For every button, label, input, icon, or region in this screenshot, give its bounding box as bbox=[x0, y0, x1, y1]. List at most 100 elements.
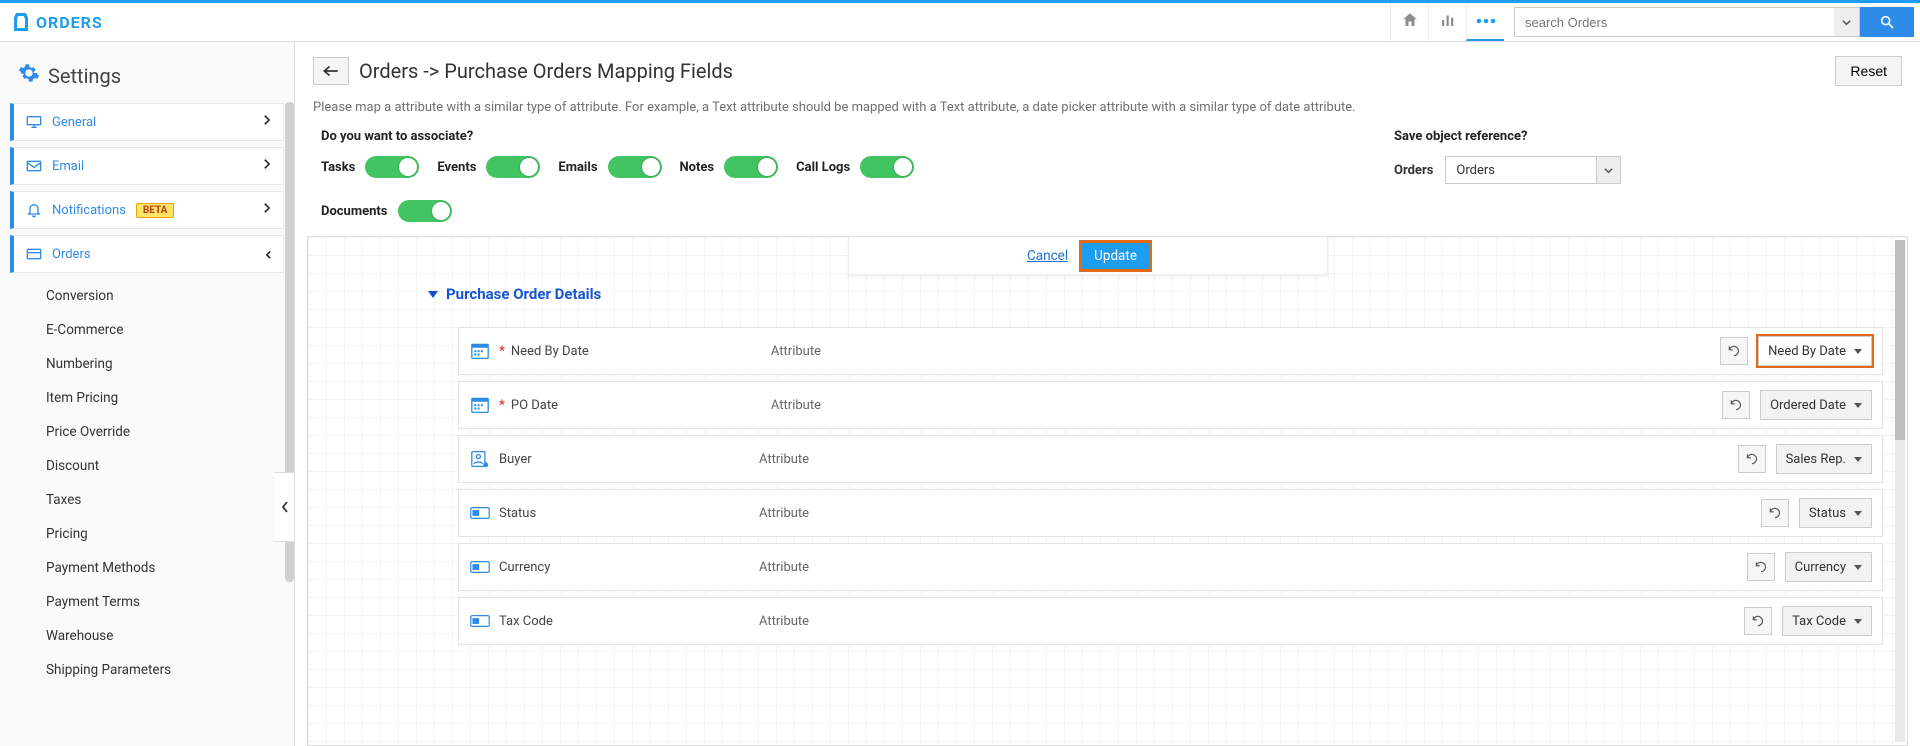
mail-icon bbox=[26, 159, 42, 173]
field-type-label: Attribute bbox=[759, 506, 809, 521]
more-button[interactable] bbox=[1466, 3, 1504, 41]
sidebar-item-label: Email bbox=[52, 159, 84, 174]
sidebar-item-orders[interactable]: Orders bbox=[10, 235, 284, 273]
field-type-icon bbox=[469, 504, 491, 522]
mapping-dropdown[interactable]: Ordered Date bbox=[1760, 390, 1872, 420]
associate-heading: Do you want to associate? bbox=[321, 129, 1334, 144]
chevron-right-icon bbox=[262, 158, 271, 174]
mapping-value: Currency bbox=[1795, 560, 1846, 575]
caret-down-icon bbox=[1854, 349, 1862, 354]
field-name: Buyer bbox=[499, 452, 759, 467]
sidebar: Settings General Email Notifications BETA Or… bbox=[0, 42, 295, 746]
field-name: Need By Date bbox=[511, 344, 771, 359]
associate-label: Notes bbox=[680, 160, 715, 175]
sidebar-item-notifications[interactable]: Notifications BETA bbox=[10, 191, 284, 229]
field-name: Status bbox=[499, 506, 759, 521]
mapping-dropdown[interactable]: Tax Code bbox=[1782, 606, 1872, 636]
sidebar-subitem[interactable]: Numbering bbox=[10, 347, 284, 381]
beta-badge: BETA bbox=[136, 203, 175, 218]
required-indicator: * bbox=[499, 398, 505, 413]
field-name: PO Date bbox=[511, 398, 771, 413]
page-title: Orders -> Purchase Orders Mapping Fields bbox=[359, 59, 733, 83]
mapping-dropdown[interactable]: Status bbox=[1799, 498, 1872, 528]
caret-down-icon bbox=[1854, 565, 1862, 570]
mapping-dropdown[interactable]: Need By Date bbox=[1758, 336, 1872, 366]
mapping-dropdown[interactable]: Sales Rep. bbox=[1776, 444, 1872, 474]
mapping-value: Sales Rep. bbox=[1786, 452, 1846, 467]
field-type-icon bbox=[469, 612, 491, 630]
field-row: * PO DateAttribute Ordered Date bbox=[458, 381, 1883, 429]
toggle-emails[interactable] bbox=[608, 156, 662, 178]
revert-button[interactable] bbox=[1722, 391, 1750, 419]
help-text: Please map a attribute with a similar ty… bbox=[295, 92, 1920, 129]
mapping-value: Ordered Date bbox=[1770, 398, 1846, 413]
analytics-button[interactable] bbox=[1428, 3, 1466, 41]
field-row: *Need By DateAttributeNeed By Date bbox=[458, 327, 1883, 375]
sidebar-subitem[interactable]: Payment Terms bbox=[10, 585, 284, 619]
revert-button[interactable] bbox=[1720, 337, 1748, 365]
sidebar-subitem[interactable]: Payment Methods bbox=[10, 551, 284, 585]
caret-down-icon bbox=[1854, 511, 1862, 516]
update-button[interactable]: Update bbox=[1082, 243, 1149, 269]
section-toggle[interactable]: Purchase Order Details bbox=[428, 285, 1883, 303]
sidebar-subitem[interactable]: Price Override bbox=[10, 415, 284, 449]
field-type-icon bbox=[469, 342, 491, 360]
object-reference-section: Save object reference? Orders Orders bbox=[1394, 129, 1894, 222]
objref-select[interactable]: Orders bbox=[1445, 156, 1621, 184]
back-button[interactable] bbox=[313, 57, 349, 85]
search-input[interactable] bbox=[1514, 7, 1834, 37]
field-type-icon bbox=[469, 558, 491, 576]
sidebar-subitem[interactable]: Conversion bbox=[10, 279, 284, 313]
settings-title-text: Settings bbox=[48, 64, 121, 88]
toggle-documents[interactable] bbox=[398, 200, 452, 222]
bag-icon bbox=[14, 13, 28, 31]
chevron-right-icon bbox=[262, 114, 271, 130]
mapping-dropdown[interactable]: Currency bbox=[1785, 552, 1872, 582]
search-button[interactable] bbox=[1860, 7, 1914, 37]
toggle-events[interactable] bbox=[486, 156, 540, 178]
associate-label: Emails bbox=[558, 160, 597, 175]
sidebar-subitem[interactable]: Discount bbox=[10, 449, 284, 483]
field-type-icon bbox=[469, 450, 491, 468]
card-icon bbox=[26, 247, 42, 261]
brand[interactable]: ORDERS bbox=[0, 13, 117, 32]
sidebar-collapse-handle[interactable] bbox=[275, 472, 295, 542]
field-row: CurrencyAttributeCurrency bbox=[458, 543, 1883, 591]
settings-title: Settings bbox=[10, 56, 284, 103]
sidebar-item-general[interactable]: General bbox=[10, 103, 284, 141]
sidebar-item-label: Orders bbox=[52, 247, 91, 262]
associate-label: Tasks bbox=[321, 160, 355, 175]
associate-label: Documents bbox=[321, 204, 388, 219]
floating-action-bar: Cancel Update bbox=[848, 237, 1328, 275]
home-icon bbox=[1401, 11, 1419, 34]
home-button[interactable] bbox=[1390, 3, 1428, 41]
sidebar-subitem[interactable]: Pricing bbox=[10, 517, 284, 551]
topbar: ORDERS bbox=[0, 0, 1920, 42]
sidebar-subitem[interactable]: Item Pricing bbox=[10, 381, 284, 415]
grid-scrollbar[interactable] bbox=[1895, 240, 1905, 742]
sidebar-subitem[interactable]: Shipping Parameters bbox=[10, 653, 284, 687]
revert-button[interactable] bbox=[1738, 445, 1766, 473]
chevron-down-icon bbox=[1596, 157, 1620, 183]
sidebar-item-label: Notifications bbox=[52, 203, 126, 218]
revert-button[interactable] bbox=[1744, 607, 1772, 635]
caret-down-icon bbox=[1854, 619, 1862, 624]
associate-emails: Emails bbox=[558, 156, 661, 178]
sidebar-item-label: General bbox=[52, 115, 96, 130]
sidebar-subitem[interactable]: E-Commerce bbox=[10, 313, 284, 347]
revert-button[interactable] bbox=[1747, 553, 1775, 581]
toggle-calllogs[interactable] bbox=[860, 156, 914, 178]
sidebar-item-email[interactable]: Email bbox=[10, 147, 284, 185]
brand-label: ORDERS bbox=[36, 13, 103, 32]
search-scope-dropdown[interactable] bbox=[1834, 7, 1860, 37]
field-row: BuyerAttributeSales Rep. bbox=[458, 435, 1883, 483]
field-type-label: Attribute bbox=[771, 398, 821, 413]
sidebar-subitem[interactable]: Taxes bbox=[10, 483, 284, 517]
toggle-notes[interactable] bbox=[724, 156, 778, 178]
revert-button[interactable] bbox=[1761, 499, 1789, 527]
sidebar-subitem[interactable]: Warehouse bbox=[10, 619, 284, 653]
associate-documents: Documents bbox=[321, 200, 1334, 222]
cancel-button[interactable]: Cancel bbox=[1027, 248, 1068, 264]
reset-button[interactable]: Reset bbox=[1835, 56, 1902, 86]
toggle-tasks[interactable] bbox=[365, 156, 419, 178]
